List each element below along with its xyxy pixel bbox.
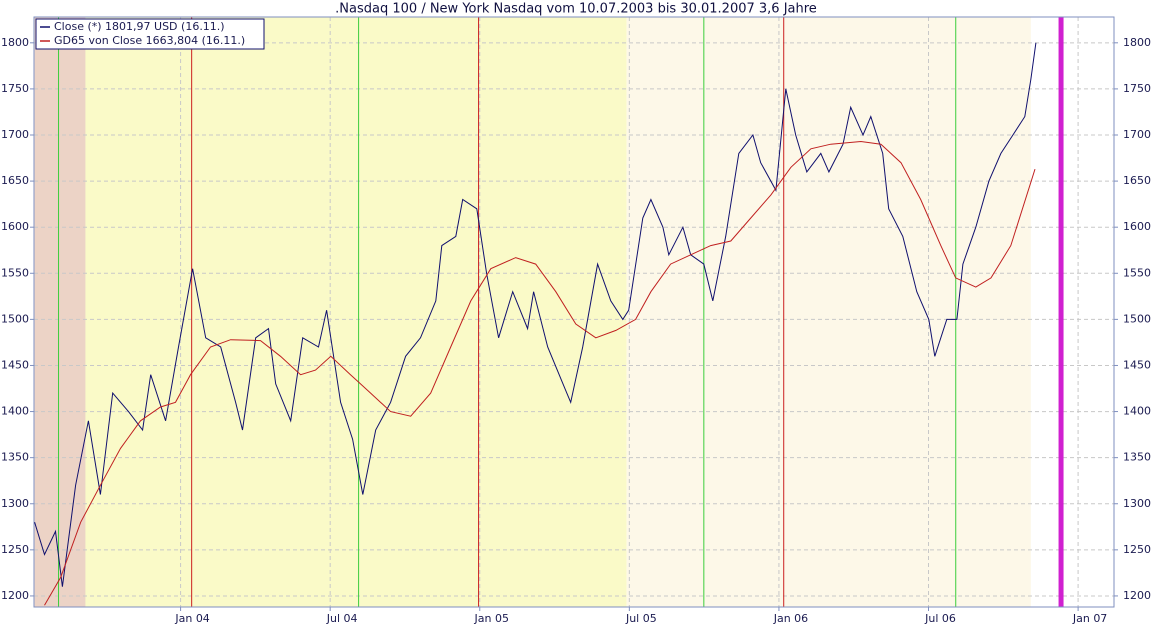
y-tick-label: 1700 [1, 128, 29, 141]
x-tick-label: Jul 05 [625, 612, 657, 625]
band [85, 17, 627, 607]
y-tick-label: 1500 [1, 312, 29, 325]
x-tick-label: Jul 04 [326, 612, 358, 625]
y-tick-label: 1300 [1, 497, 29, 510]
chart-title: .Nasdaq 100 / New York Nasdaq vom 10.07.… [335, 2, 817, 17]
band [626, 17, 1031, 607]
y-tick-label: 1750 [1, 82, 29, 95]
y-tick-label: 1400 [1123, 405, 1151, 418]
x-tick-label: Jul 06 [924, 612, 956, 625]
x-tick-label: Jan 06 [773, 612, 808, 625]
series-line [34, 42, 1037, 587]
y-tick-label: 1650 [1, 174, 29, 187]
band [34, 17, 86, 607]
y-tick-label: 1650 [1123, 174, 1151, 187]
y-tick-label: 1750 [1123, 82, 1151, 95]
legend-label: GD65 von Close 1663,804 (16.11.) [54, 34, 245, 47]
y-tick-label: 1800 [1, 36, 29, 49]
legend-box [35, 18, 265, 50]
y-tick-label: 1450 [1123, 358, 1151, 371]
y-tick-label: 1500 [1123, 312, 1151, 325]
y-tick-label: 1400 [1, 405, 29, 418]
y-tick-label: 1300 [1123, 497, 1151, 510]
y-tick-label: 1800 [1123, 36, 1151, 49]
y-tick-label: 1450 [1, 358, 29, 371]
plot-border [33, 16, 1115, 608]
x-tick-label: Jan 07 [1072, 612, 1107, 625]
y-tick-label: 1250 [1, 543, 29, 556]
y-tick-label: 1350 [1, 451, 29, 464]
y-tick-label: 1200 [1, 589, 29, 602]
y-tick-label: 1700 [1123, 128, 1151, 141]
y-tick-label: 1600 [1123, 220, 1151, 233]
y-tick-label: 1550 [1, 266, 29, 279]
y-tick-label: 1350 [1123, 451, 1151, 464]
x-tick-label: Jan 04 [174, 612, 209, 625]
y-tick-label: 1200 [1123, 589, 1151, 602]
y-tick-label: 1550 [1123, 266, 1151, 279]
series-line [44, 140, 1036, 606]
x-tick-label: Jan 05 [474, 612, 509, 625]
y-tick-label: 1600 [1, 220, 29, 233]
legend-label: Close (*) 1801,97 USD (16.11.) [54, 20, 225, 33]
y-tick-label: 1250 [1123, 543, 1151, 556]
